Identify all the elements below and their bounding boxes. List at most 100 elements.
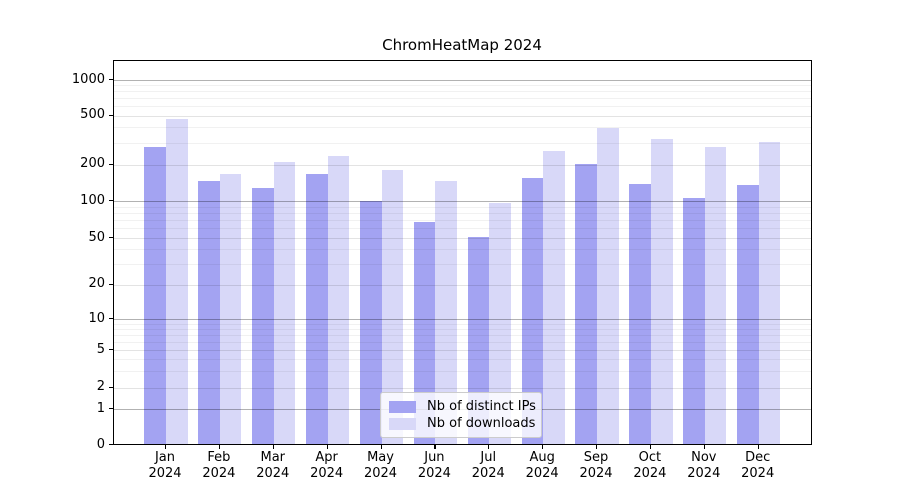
y-tick-label: 1000 [71,71,105,87]
x-tick-mark [757,445,759,449]
y-tick-label: 5 [96,341,105,357]
y-tick-label: 200 [80,156,105,171]
bar-downloads-feb [219,174,242,444]
x-tick-mark [596,445,598,449]
x-tick-mark [326,445,328,449]
x-tick-label: Feb 2024 [189,450,249,482]
gridline-minor [114,220,811,222]
gridline [114,284,811,286]
gridline-minor [114,228,811,230]
x-tick-year: 2024 [741,466,775,481]
bar-distinct-ips-oct [629,183,651,444]
gridline-minor [114,370,811,372]
y-tick-label: 50 [88,229,105,245]
gridline [114,238,811,239]
x-tick-month: Jul [480,450,497,465]
x-tick-label: Apr 2024 [297,450,357,482]
x-tick-label: Nov 2024 [674,450,734,482]
x-tick-month: Dec [745,450,771,465]
x-tick-label: Aug 2024 [512,450,572,482]
gridline-minor [114,341,811,343]
x-tick-year: 2024 [417,466,451,481]
x-tick-label: Jan 2024 [135,450,195,482]
plot-area: Nb of distinct IPs Nb of downloads [113,60,812,445]
y-tick-label: 20 [88,276,105,291]
bar-downloads-mar [273,161,296,444]
x-tick-label: Sep 2024 [566,450,626,482]
y-tick-label: 10 [88,310,105,326]
gridline-major [114,80,811,81]
x-tick-month: Jan [154,450,176,465]
x-tick-mark [218,445,221,449]
gridline-minor [114,249,811,251]
x-tick-mark [703,445,705,449]
bar-distinct-ips-jun [413,221,436,444]
x-tick-mark [165,445,167,449]
x-tick-label: Dec 2024 [728,450,788,482]
gridline-minor [114,98,811,100]
y-tick-mark [109,349,113,351]
x-tick-mark [380,445,382,449]
chart-title: ChromHeatMap 2024 [382,36,542,54]
y-tick-mark [109,386,113,388]
gridline-minor [114,263,811,265]
gridline-minor [114,106,811,108]
x-tick-year: 2024 [633,466,667,481]
bar-downloads-oct [650,139,673,444]
x-tick-month: Sep [583,450,609,465]
x-tick-mark [649,445,652,449]
x-tick-label: Jul 2024 [458,450,518,482]
bar-downloads-apr [327,155,350,444]
gridline-minor [114,91,811,93]
legend-item-downloads: Nb of downloads [389,415,536,432]
x-tick-month: Oct [638,450,662,465]
gridline-minor [114,328,811,330]
x-tick-year: 2024 [687,466,721,481]
x-tick-mark [542,445,544,449]
x-tick-year: 2024 [525,466,559,481]
gridline-minor [114,142,811,144]
gridline [114,115,811,117]
x-tick-month: Apr [315,450,338,465]
legend-label: Nb of distinct IPs [427,399,536,414]
downloads-swatch-icon [389,417,416,430]
y-tick-mark [109,163,113,165]
bar-distinct-ips-sep [575,164,598,444]
x-tick-label: Mar 2024 [243,450,303,482]
x-tick-month: Aug [529,450,555,465]
x-tick-year: 2024 [363,466,398,481]
gridline-minor [114,334,811,336]
x-tick-year: 2024 [310,466,344,481]
y-tick-mark [109,283,113,285]
x-tick-month: May [367,450,394,465]
gridline-minor [114,206,811,208]
bar-downloads-jan [166,119,188,444]
y-tick-label: 100 [80,192,105,208]
legend-label: Nb of downloads [427,416,536,431]
gridline-major [114,319,811,320]
gridline-minor [114,323,811,325]
gridline [114,350,811,351]
bar-distinct-ips-dec [737,184,759,444]
bar-downloads-may [381,170,404,444]
bar-distinct-ips-mar [252,188,274,444]
bar-distinct-ips-apr [306,174,328,444]
gridline-minor [114,212,811,214]
bar-distinct-ips-feb [198,181,220,444]
x-tick-mark [434,445,436,449]
distinct-ips-swatch-icon [389,400,416,413]
bar-downloads-jun [435,181,457,444]
bar-downloads-aug [543,151,565,444]
x-tick-year: 2024 [256,466,290,481]
gridline-minor [114,85,811,87]
legend-item-distinct-ips: Nb of distinct IPs [389,398,536,415]
gridline-minor [114,359,811,361]
x-tick-label: May 2024 [351,450,411,482]
y-tick-mark [109,79,113,81]
x-tick-mark [488,445,490,449]
x-tick-month: Feb [207,450,231,465]
x-tick-mark [272,445,274,449]
y-tick-label: 500 [80,107,105,122]
y-tick-mark [109,200,113,202]
